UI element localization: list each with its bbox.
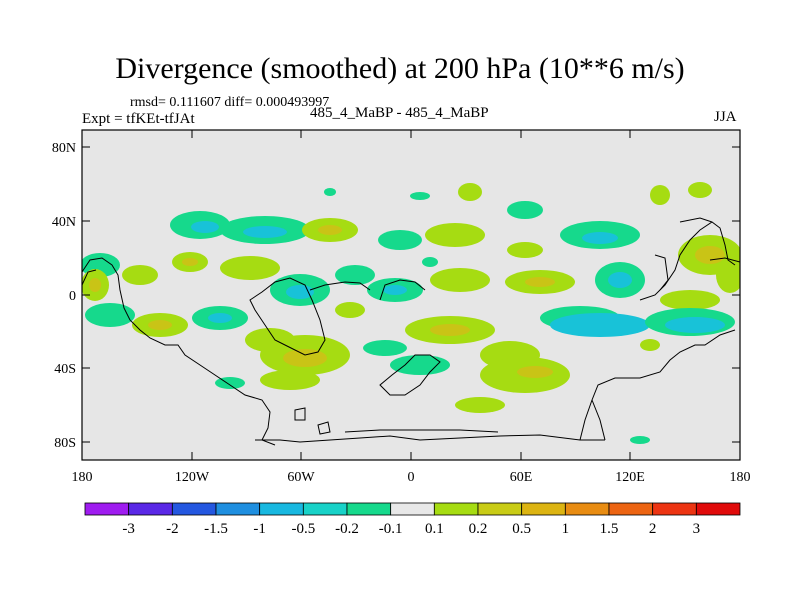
lon-label-60w: 60W	[287, 470, 315, 485]
experiment-label: Expt = tfKEt-tfJAt	[82, 111, 195, 127]
colorbar-label: 0.1	[425, 521, 444, 537]
case-label: 485_4_MaBP - 485_4_MaBP	[310, 105, 489, 121]
lat-label-40s: 40S	[54, 362, 76, 377]
tick-marks	[81, 130, 741, 460]
lon-label-180e: 180	[730, 470, 751, 485]
colorbar-label: -1.5	[204, 521, 228, 537]
lon-label-120e: 120E	[615, 470, 645, 485]
colorbar-label: 3	[693, 521, 701, 537]
colorbar-swatch	[477, 502, 523, 516]
colorbar-swatch	[433, 502, 479, 516]
colorbar-label: -0.5	[291, 521, 315, 537]
colorbar-label: -1	[253, 521, 266, 537]
colorbar-swatch	[346, 502, 392, 516]
colorbar-label: -3	[122, 521, 135, 537]
colorbar-swatch	[695, 502, 741, 516]
colorbar-swatch	[259, 502, 304, 516]
lat-label-40n: 40N	[52, 215, 76, 230]
colorbar-swatch	[608, 502, 654, 516]
colorbar-labels: -3 -2 -1.5 -1 -0.5 -0.2 -0.1 0.1 0.2 0.5 1 1.5 2 3	[122, 521, 700, 537]
colorbar-label: -0.2	[335, 521, 359, 537]
lat-label-0: 0	[69, 289, 76, 304]
continent-outlines	[82, 217, 740, 446]
lon-labels: 180 120W 60W 0 60E 120E 180	[72, 470, 751, 485]
map-title: Divergence (smoothed) at 200 hPa (10**6 …	[115, 52, 685, 85]
colorbar-swatch	[302, 502, 348, 516]
colorbar-label: 2	[649, 521, 657, 537]
lon-label-0: 0	[408, 470, 415, 485]
colorbar-swatch	[84, 502, 130, 516]
lat-label-80n: 80N	[52, 141, 76, 156]
lon-label-180w: 180	[72, 470, 93, 485]
colorbar-label: -0.1	[379, 521, 403, 537]
colorbar-swatch	[128, 502, 173, 516]
season-label: JJA	[714, 109, 737, 125]
colorbar-swatch	[521, 502, 566, 516]
colorbar-label: 0.5	[512, 521, 531, 537]
lat-label-80s: 80S	[54, 436, 76, 451]
colorbar-label: 0.2	[469, 521, 488, 537]
colorbar-swatch	[652, 502, 697, 516]
stats-label: rmsd= 0.111607 diff= 0.000493997	[130, 95, 330, 110]
colorbar-swatch	[215, 502, 261, 516]
colorbar-swatch	[564, 502, 610, 516]
lon-label-120w: 120W	[175, 470, 210, 485]
colorbar	[84, 502, 741, 516]
colorbar-label: 1	[562, 521, 570, 537]
colorbar-swatch	[390, 502, 435, 516]
lat-labels: 80N 40N 0 40S 80S	[52, 141, 76, 451]
colorbar-swatch	[171, 502, 217, 516]
divergence-contours	[82, 182, 740, 444]
colorbar-label: 1.5	[600, 521, 619, 537]
lon-label-60e: 60E	[510, 470, 533, 485]
colorbar-label: -2	[166, 521, 179, 537]
